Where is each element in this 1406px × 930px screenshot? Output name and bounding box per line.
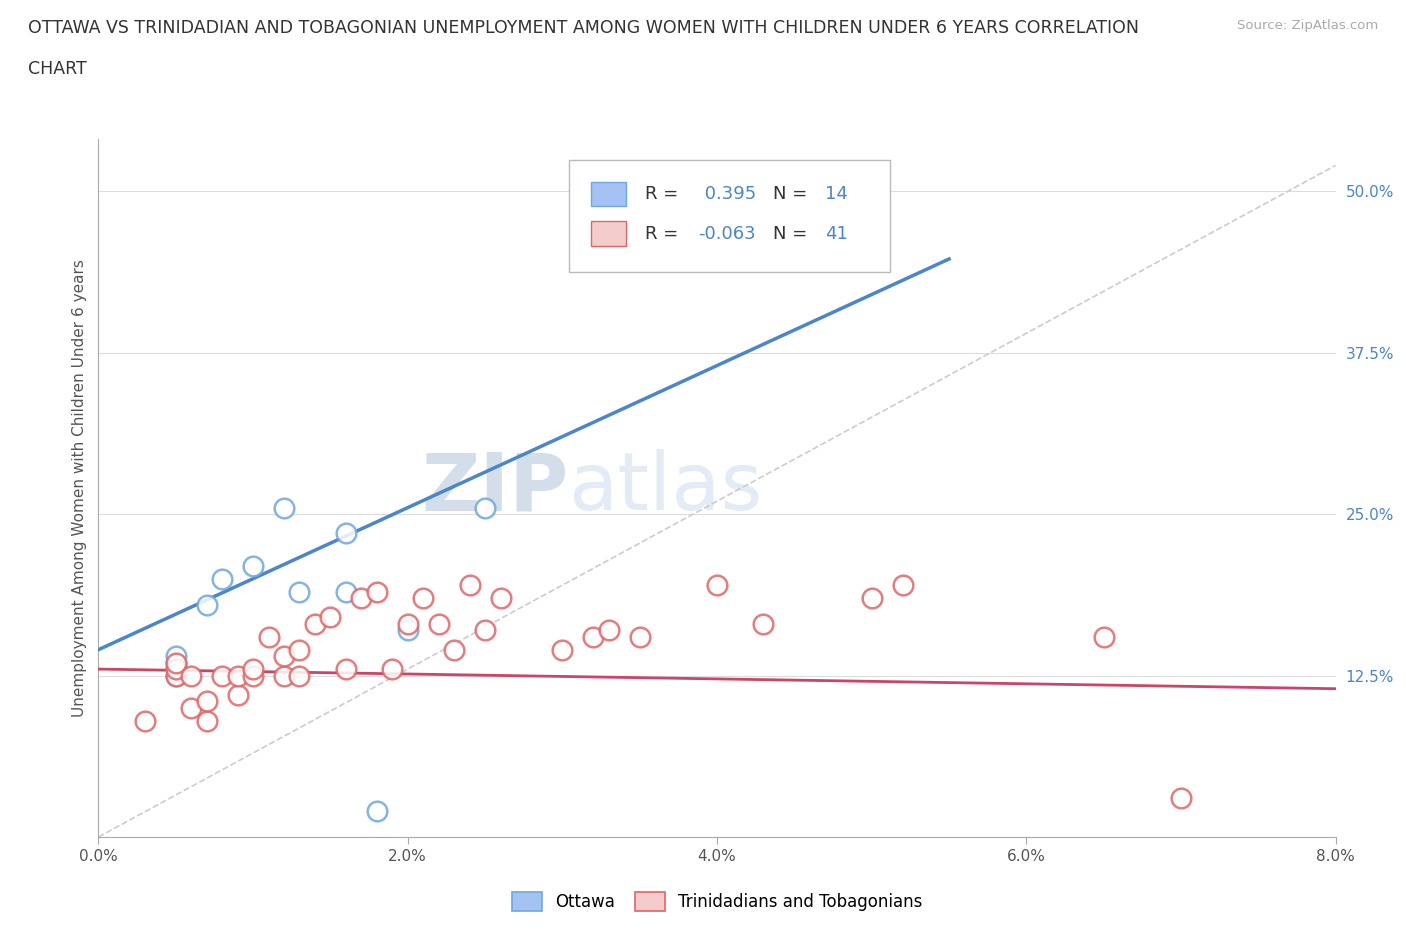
- Text: 14: 14: [825, 185, 848, 203]
- Point: [288, 643, 311, 658]
- Point: [165, 649, 187, 664]
- Point: [489, 591, 512, 605]
- Point: [304, 617, 326, 631]
- Point: [257, 630, 280, 644]
- Point: [381, 661, 404, 676]
- Point: [366, 804, 388, 818]
- Point: [335, 584, 357, 599]
- Point: [1170, 790, 1192, 805]
- Point: [195, 597, 218, 612]
- Point: [628, 630, 651, 644]
- Point: [551, 643, 574, 658]
- Point: [165, 668, 187, 683]
- Y-axis label: Unemployment Among Women with Children Under 6 years: Unemployment Among Women with Children U…: [72, 259, 87, 717]
- Text: 0.395: 0.395: [699, 185, 756, 203]
- Text: R =: R =: [645, 225, 685, 243]
- Point: [458, 578, 481, 592]
- Point: [891, 578, 914, 592]
- Point: [195, 713, 218, 728]
- Point: [180, 700, 202, 715]
- Point: [474, 500, 496, 515]
- FancyBboxPatch shape: [568, 161, 890, 272]
- Text: CHART: CHART: [28, 60, 87, 78]
- Text: OTTAWA VS TRINIDADIAN AND TOBAGONIAN UNEMPLOYMENT AMONG WOMEN WITH CHILDREN UNDE: OTTAWA VS TRINIDADIAN AND TOBAGONIAN UNE…: [28, 19, 1139, 36]
- Point: [134, 713, 156, 728]
- Point: [443, 643, 465, 658]
- Text: N =: N =: [773, 185, 813, 203]
- Bar: [591, 181, 626, 206]
- Point: [165, 656, 187, 671]
- Point: [598, 623, 620, 638]
- Point: [1092, 630, 1115, 644]
- Bar: [591, 221, 626, 246]
- Point: [165, 668, 187, 683]
- Point: [582, 630, 605, 644]
- Point: [273, 649, 295, 664]
- Point: [474, 623, 496, 638]
- Legend: Ottawa, Trinidadians and Tobagonians: Ottawa, Trinidadians and Tobagonians: [503, 884, 931, 920]
- Point: [412, 591, 434, 605]
- Point: [860, 591, 883, 605]
- Text: atlas: atlas: [568, 449, 763, 527]
- Point: [273, 668, 295, 683]
- Text: Source: ZipAtlas.com: Source: ZipAtlas.com: [1237, 19, 1378, 32]
- Point: [288, 668, 311, 683]
- Point: [752, 617, 775, 631]
- Point: [165, 661, 187, 676]
- Point: [396, 617, 419, 631]
- Point: [427, 617, 450, 631]
- Text: 41: 41: [825, 225, 848, 243]
- Point: [319, 610, 342, 625]
- Point: [226, 668, 249, 683]
- Point: [165, 656, 187, 671]
- Text: N =: N =: [773, 225, 813, 243]
- Point: [211, 668, 233, 683]
- Point: [242, 668, 264, 683]
- Text: ZIP: ZIP: [422, 449, 568, 527]
- Point: [195, 694, 218, 709]
- Point: [706, 578, 728, 592]
- Point: [180, 668, 202, 683]
- Point: [335, 526, 357, 541]
- Point: [350, 591, 373, 605]
- Point: [165, 661, 187, 676]
- Point: [226, 687, 249, 702]
- Text: R =: R =: [645, 185, 685, 203]
- Point: [273, 500, 295, 515]
- Point: [335, 661, 357, 676]
- Point: [396, 623, 419, 638]
- Point: [366, 584, 388, 599]
- Text: -0.063: -0.063: [699, 225, 756, 243]
- Point: [242, 558, 264, 573]
- Point: [288, 584, 311, 599]
- Point: [211, 571, 233, 586]
- Point: [242, 661, 264, 676]
